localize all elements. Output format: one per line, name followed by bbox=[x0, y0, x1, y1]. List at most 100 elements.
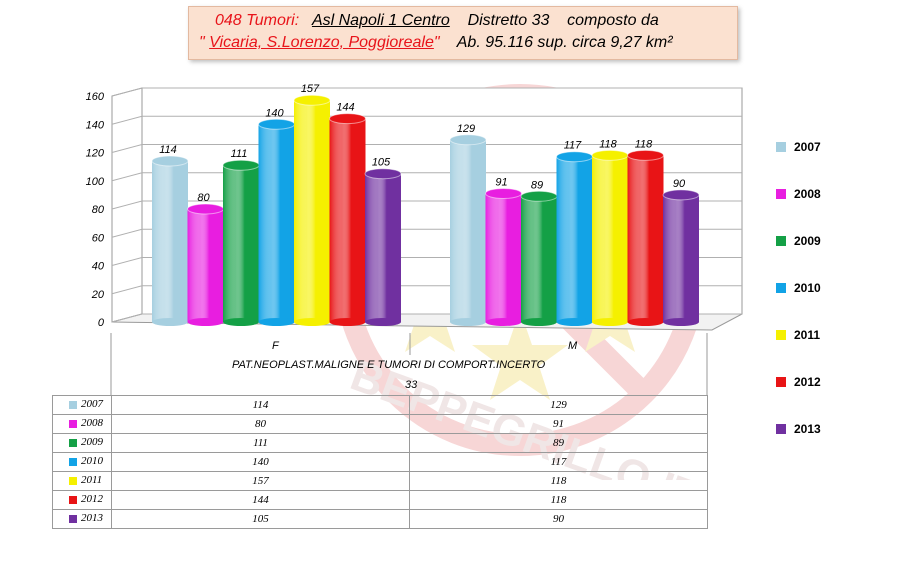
legend-swatch bbox=[776, 189, 786, 199]
legend-item-2011: 2011 bbox=[776, 328, 856, 344]
table-value-f: 157 bbox=[111, 471, 410, 491]
bar-value-label: 90 bbox=[673, 178, 686, 190]
legend-swatch bbox=[776, 236, 786, 246]
y-tick-label: 0 bbox=[98, 317, 105, 329]
chart-bars bbox=[151, 94, 700, 326]
table-year: 2013 bbox=[81, 512, 103, 524]
bar-value-label: 114 bbox=[159, 144, 177, 156]
title-distretto: Distretto 33 bbox=[467, 12, 550, 29]
y-tick-label: 100 bbox=[86, 176, 105, 188]
bar-2008-F bbox=[187, 203, 224, 326]
data-table: 2007 114 129 2008 80 91 2009 111 89 2010… bbox=[52, 395, 708, 529]
title-line-1: 048 Tumori: Asl Napoli 1 Centro Distrett… bbox=[215, 12, 659, 30]
bar-2013-F bbox=[364, 168, 402, 326]
table-year-cell: 2013 bbox=[52, 509, 112, 529]
title-asl: Asl Napoli 1 Centro bbox=[311, 12, 450, 29]
table-value-m: 90 bbox=[409, 509, 708, 529]
y-axis-ticks: 0 20 40 60 80 100 120 140 160 bbox=[86, 91, 105, 329]
table-swatch bbox=[69, 477, 77, 485]
legend-swatch bbox=[776, 142, 786, 152]
table-value-m: 117 bbox=[409, 452, 708, 472]
table-value-f: 80 bbox=[111, 414, 410, 434]
bar-value-label: 144 bbox=[336, 102, 354, 114]
bar-value-label: 140 bbox=[265, 107, 284, 119]
title-quote-open: " bbox=[199, 34, 205, 51]
table-swatch bbox=[69, 420, 77, 428]
y-tick-label: 120 bbox=[86, 148, 105, 160]
title-line-2: " Vicaria, S.Lorenzo, Poggioreale" Ab. 9… bbox=[199, 34, 673, 52]
table-year-cell: 2012 bbox=[52, 490, 112, 510]
bar-2011-F bbox=[293, 94, 331, 326]
y-tick-label: 20 bbox=[91, 289, 105, 301]
y-tick-label: 40 bbox=[92, 261, 105, 273]
bar-value-label: 91 bbox=[495, 176, 507, 188]
legend-swatch bbox=[776, 283, 786, 293]
bar-value-label: 157 bbox=[301, 83, 320, 95]
table-swatch bbox=[69, 515, 77, 523]
legend-label: 2008 bbox=[794, 187, 821, 201]
legend-label: 2011 bbox=[794, 328, 821, 342]
category-label-m: M bbox=[568, 340, 578, 352]
table-swatch bbox=[69, 401, 77, 409]
bar-value-label: 118 bbox=[635, 138, 653, 150]
legend-item-2012: 2012 bbox=[776, 375, 856, 391]
table-year: 2011 bbox=[81, 474, 103, 486]
bar-2007-M bbox=[449, 134, 487, 326]
title-box: 048 Tumori: Asl Napoli 1 Centro Distrett… bbox=[188, 6, 738, 60]
table-row: 2008 80 91 bbox=[52, 414, 708, 434]
table-value-f: 114 bbox=[111, 395, 410, 415]
y-tick-label: 160 bbox=[86, 91, 105, 103]
legend-swatch bbox=[776, 377, 786, 387]
bar-2012-M bbox=[627, 149, 664, 326]
legend-swatch bbox=[776, 330, 786, 340]
gridline bbox=[111, 172, 742, 182]
table-year-cell: 2011 bbox=[52, 471, 112, 491]
table-year-cell: 2010 bbox=[52, 452, 112, 472]
gridline bbox=[111, 144, 742, 153]
table-swatch bbox=[69, 458, 77, 466]
table-value-f: 140 bbox=[111, 452, 410, 472]
table-year: 2012 bbox=[81, 493, 103, 505]
table-value-m: 129 bbox=[409, 395, 708, 415]
legend-label: 2009 bbox=[794, 234, 821, 248]
table-swatch bbox=[69, 439, 77, 447]
title-population: Ab. 95.116 sup. circa 9,27 km² bbox=[456, 34, 673, 51]
table-row: 2009 111 89 bbox=[52, 433, 708, 453]
legend-label: 2013 bbox=[794, 422, 821, 436]
table-year: 2009 bbox=[81, 436, 103, 448]
bar-2009-M bbox=[520, 190, 558, 326]
bar-2009-F bbox=[222, 159, 260, 326]
bar-value-label: 105 bbox=[372, 157, 391, 169]
y-tick-label: 60 bbox=[92, 232, 105, 244]
table-row: 2010 140 117 bbox=[52, 452, 708, 472]
title-composto: composto da bbox=[567, 12, 659, 29]
bar-2010-F bbox=[258, 118, 295, 326]
bar-2008-M bbox=[485, 187, 522, 326]
bar-2011-M bbox=[591, 149, 629, 326]
bar-value-label: 80 bbox=[197, 192, 210, 204]
table-year-cell: 2009 bbox=[52, 433, 112, 453]
table-value-m: 118 bbox=[409, 471, 708, 491]
y-tick-label: 80 bbox=[92, 204, 105, 216]
chart-grid bbox=[111, 87, 742, 323]
table-year-cell: 2008 bbox=[52, 414, 112, 434]
gridline bbox=[111, 115, 742, 125]
x-axis-sublabel: 33 bbox=[405, 379, 418, 391]
table-value-f: 144 bbox=[111, 490, 410, 510]
table-year: 2007 bbox=[81, 398, 103, 410]
y-tick-label: 140 bbox=[86, 119, 105, 131]
legend-item-2010: 2010 bbox=[776, 281, 856, 297]
table-value-m: 91 bbox=[409, 414, 708, 434]
table-swatch bbox=[69, 496, 77, 504]
legend-item-2009: 2009 bbox=[776, 234, 856, 250]
legend-item-2007: 2007 bbox=[776, 140, 856, 156]
table-row: 2011 157 118 bbox=[52, 471, 708, 491]
legend-label: 2007 bbox=[794, 140, 821, 154]
table-value-m: 118 bbox=[409, 490, 708, 510]
gridline bbox=[111, 87, 742, 97]
legend-label: 2010 bbox=[794, 281, 821, 295]
table-year: 2008 bbox=[81, 417, 103, 429]
legend-swatch bbox=[776, 424, 786, 434]
table-value-f: 111 bbox=[111, 433, 410, 453]
